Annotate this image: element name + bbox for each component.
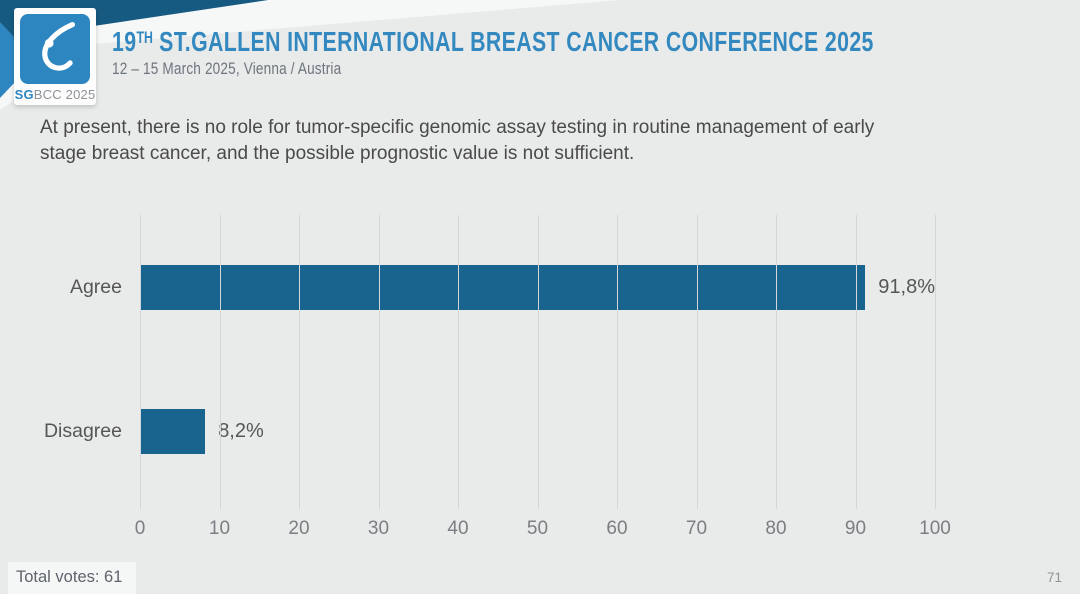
conference-logo: SGBCC 2025	[14, 8, 96, 105]
page-number: 71	[1046, 570, 1062, 585]
page-title: 19TH ST.GALLEN INTERNATIONAL BREAST CANC…	[112, 26, 874, 58]
logo-sg-text: SG	[14, 87, 34, 102]
logo-caption: SGBCC 2025	[15, 87, 96, 102]
logo-bcc-text: BCC 2025	[33, 87, 96, 102]
poll-question: At present, there is no role for tumor-s…	[40, 115, 874, 167]
bar-agree	[140, 264, 866, 310]
poll-question-line2: stage breast cancer, and the possible pr…	[40, 143, 635, 164]
bar-value-label: 8,2%	[218, 419, 264, 442]
gridline	[458, 215, 459, 509]
total-votes-highlight	[8, 562, 136, 594]
x-axis-tick-label: 90	[844, 518, 867, 539]
title-ordinal-sup: TH	[136, 29, 153, 47]
conference-date-location: 12 – 15 March 2025, Vienna / Austria	[112, 59, 342, 78]
gridline	[855, 215, 857, 509]
gridline	[219, 215, 221, 509]
category-label-disagree: Disagree	[43, 419, 122, 442]
x-axis-tick-label: 10	[208, 518, 231, 539]
x-axis-tick-label: 100	[919, 518, 951, 539]
bar-disagree	[140, 408, 206, 454]
title-number: 19	[112, 26, 137, 57]
bars-container: 91,8% 8,2%	[140, 215, 935, 503]
x-axis-tick-label: 50	[526, 518, 549, 539]
x-axis-tick-label: 20	[288, 518, 310, 539]
gridline	[617, 215, 618, 509]
x-axis: 0 10 20 30 40 50 60 70 80 90 100	[135, 518, 951, 548]
x-axis-tick-label: 0	[134, 518, 146, 539]
gridline	[776, 215, 777, 509]
gridline	[696, 215, 698, 509]
gridline	[378, 215, 380, 509]
category-axis: Agree Disagree	[0, 215, 122, 503]
poll-question-line1: At present, there is no role for tumor-s…	[40, 117, 875, 138]
gridline	[935, 215, 936, 509]
bar-chart-plot-area: 91,8% 8,2%	[140, 215, 936, 509]
title-text: ST.GALLEN INTERNATIONAL BREAST CANCER CO…	[152, 26, 874, 57]
x-axis-tick-label: 30	[367, 518, 390, 539]
bar-value-label: 91,8%	[878, 275, 935, 298]
total-votes-label: Total votes: 61	[16, 568, 123, 586]
sgbcc-breast-icon	[20, 14, 90, 84]
x-axis-tick-label: 60	[606, 518, 628, 539]
x-axis-tick-label: 40	[447, 518, 469, 539]
category-label-agree: Agree	[69, 275, 122, 298]
gridline	[299, 215, 300, 509]
bar-row: 8,2%	[140, 359, 935, 503]
x-axis-tick-label: 80	[765, 518, 787, 539]
x-axis-tick-label: 70	[685, 518, 708, 539]
gridline	[140, 215, 141, 509]
bar-row: 91,8%	[140, 215, 935, 359]
gridline	[537, 215, 539, 509]
